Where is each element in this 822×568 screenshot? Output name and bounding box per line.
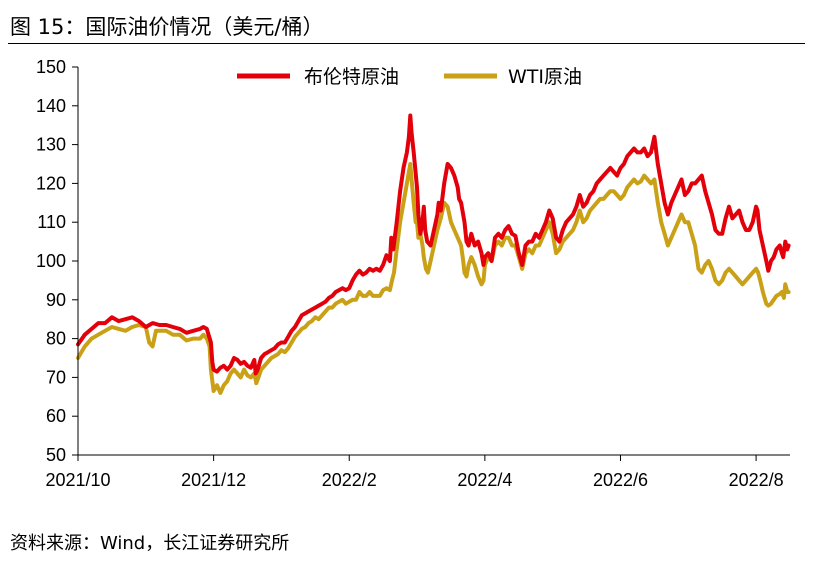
y-tick-label: 50 [46, 445, 66, 465]
y-tick-label: 140 [36, 96, 66, 116]
x-axis-ticks: 2021/10 2021/12 2022/2 2022/4 2022/6 2022/8 [45, 455, 784, 490]
y-tick-label: 90 [46, 290, 66, 310]
chart-legend: 布伦特原油 WTI原油 [237, 66, 582, 88]
y-axis-ticks: 50 60 70 80 90 100 110 120 130 140 150 [36, 57, 78, 465]
wti-series-line [76, 162, 791, 395]
x-tick-label: 2021/10 [45, 470, 110, 490]
y-tick-label: 120 [36, 173, 66, 193]
y-tick-label: 110 [37, 212, 66, 232]
legend-label-wti: WTI原油 [508, 66, 582, 88]
title-divider [8, 43, 805, 44]
y-tick-label: 60 [46, 406, 66, 426]
x-tick-label: 2022/2 [322, 470, 377, 490]
brent-series-line [76, 113, 791, 376]
legend-label-brent: 布伦特原油 [304, 66, 399, 88]
figure-title: 图 15：国际油价情况（美元/桶） [10, 15, 324, 39]
y-tick-label: 100 [36, 251, 66, 271]
x-tick-label: 2021/12 [181, 470, 246, 490]
series-lines [76, 113, 791, 395]
x-tick-label: 2022/8 [729, 470, 784, 490]
y-tick-label: 80 [46, 329, 66, 349]
y-tick-label: 130 [36, 135, 66, 155]
source-note: 资料来源：Wind，长江证券研究所 [10, 533, 290, 554]
y-tick-label: 150 [36, 57, 66, 77]
y-tick-label: 70 [46, 367, 66, 387]
x-tick-label: 2022/6 [593, 470, 648, 490]
x-tick-label: 2022/4 [457, 470, 512, 490]
